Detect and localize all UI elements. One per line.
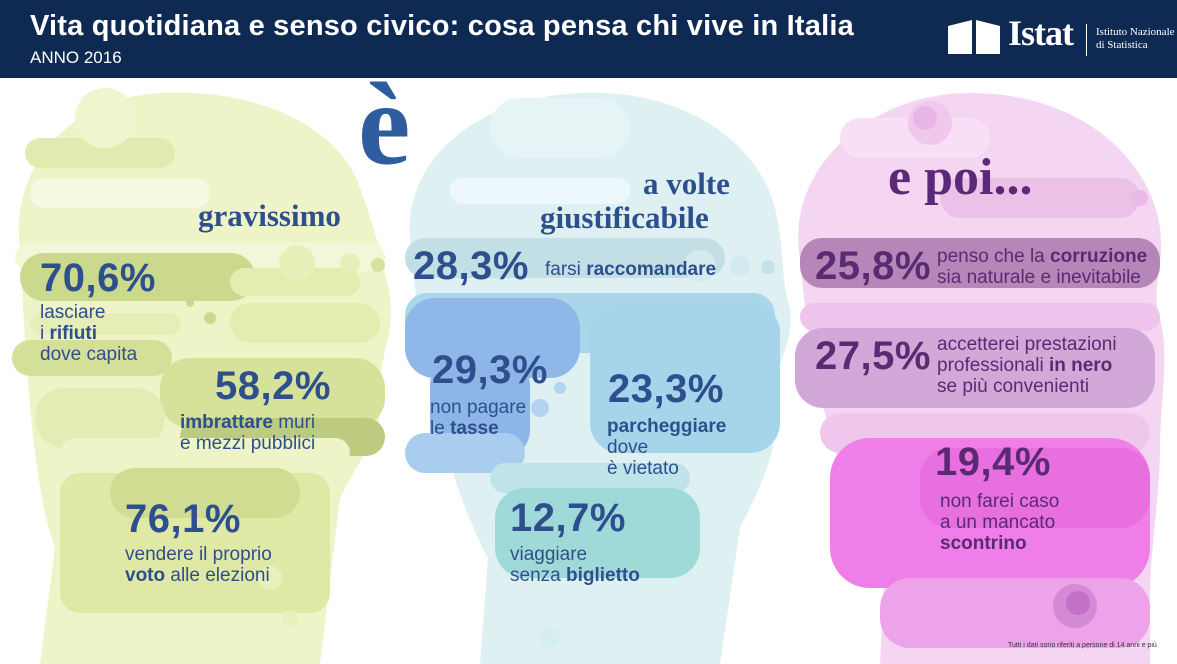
description-line: sia naturale e inevitabile (937, 267, 1147, 288)
logo-divider (1086, 24, 1087, 56)
istat-logo-icon (948, 20, 1000, 54)
emphasis-text: in nero (1048, 355, 1113, 376)
green-head-silhouette (12, 88, 391, 664)
stat-value: 27,5% (815, 334, 931, 378)
description-line: viaggiare (510, 544, 640, 565)
stat-value: 23,3% (608, 367, 724, 411)
heads-illustration (12, 88, 1165, 664)
stat-description: vendere il proprio voto alle elezioni (125, 544, 272, 586)
stat-description: accetterei prestazioni professionali in n… (937, 334, 1117, 397)
header-banner: Vita quotidiana e senso civico: cosa pen… (0, 0, 1177, 78)
description-text: dove (607, 437, 649, 458)
description-text: senza (510, 565, 566, 586)
description-text: dove capita (40, 344, 138, 365)
stat-description: viaggiare senza biglietto (510, 544, 640, 586)
description-text: lasciare (40, 302, 106, 323)
description-text: penso che la (937, 246, 1051, 267)
stat-description: parcheggiare dove è vietato (607, 416, 726, 479)
stat-description: penso che la corruzione sia naturale e in… (937, 246, 1147, 288)
description-text: vendere il proprio (125, 544, 272, 565)
stat-description: imbrattare muri e mezzi pubblici (180, 412, 315, 454)
description-line: senza biglietto (510, 565, 640, 586)
emphasis-text: tasse (450, 418, 499, 439)
emphasis-text: raccomandare (586, 259, 717, 280)
emphasis-text: biglietto (565, 565, 640, 586)
description-line: lasciare (40, 302, 137, 323)
description-line: e mezzi pubblici (180, 433, 315, 454)
stat-description: farsi raccomandare (545, 259, 716, 280)
description-line: non farei caso (940, 491, 1059, 512)
heading-e-poi: e poi... (888, 149, 1033, 206)
emphasis-text: imbrattare (180, 412, 273, 433)
description-text: sia naturale e inevitabile (937, 267, 1141, 288)
description-line: voto alle elezioni (125, 565, 272, 586)
description-text: se più convenienti (937, 376, 1090, 397)
description-text: farsi (545, 259, 587, 280)
emphasis-text: rifiuti (49, 323, 98, 344)
description-text: viaggiare (510, 544, 588, 565)
description-text: non pagare (430, 397, 527, 418)
logo-subtitle: Istituto Nazionale di Statistica (1096, 26, 1175, 52)
description-text: le (430, 418, 451, 439)
description-line: a un mancato (940, 512, 1059, 533)
description-line: parcheggiare (607, 416, 726, 437)
purple-head-silhouette (795, 93, 1165, 664)
description-line: accetterei prestazioni (937, 334, 1117, 355)
description-line: scontrino (940, 533, 1059, 554)
emphasis-text: parcheggiare (607, 416, 727, 437)
heading-gravissimo: gravissimo (198, 198, 341, 233)
description-line: dove capita (40, 344, 137, 365)
blue-head-silhouette (405, 92, 791, 664)
page-subtitle: ANNO 2016 (30, 48, 122, 67)
stat-value: 70,6% (40, 256, 156, 300)
stat-description: lasciare i rifiuti dove capita (40, 302, 137, 365)
stat-value: 28,3% (413, 244, 529, 288)
description-line: se più convenienti (937, 376, 1117, 397)
description-text: non farei caso (940, 491, 1060, 512)
description-line: vendere il proprio (125, 544, 272, 565)
description-line: i rifiuti (40, 323, 137, 344)
description-text: muri (272, 412, 316, 433)
stat-value: 76,1% (125, 497, 241, 541)
logo-subtitle-line1: Istituto Nazionale (1096, 26, 1175, 38)
description-line: professionali in nero (937, 355, 1117, 376)
description-line: imbrattare muri (180, 412, 315, 433)
stat-value: 29,3% (432, 348, 548, 392)
description-line: farsi raccomandare (545, 259, 716, 280)
description-line: le tasse (430, 418, 526, 439)
heading-giustificabile: giustificabile (540, 200, 709, 235)
description-text: è vietato (607, 458, 679, 479)
stat-value: 19,4% (935, 440, 1051, 484)
emphasis-text: voto (125, 565, 166, 586)
stat-description: non farei caso a un mancato scontrino (940, 491, 1059, 554)
description-text: i (40, 323, 50, 344)
description-line: dove (607, 437, 726, 458)
logo-wordmark: Istat (1008, 13, 1074, 53)
logo-subtitle-line2: di Statistica (1096, 39, 1148, 51)
description-text: accetterei prestazioni (937, 334, 1117, 355)
stat-description: non pagare le tasse (430, 397, 526, 439)
description-text: a un mancato (940, 512, 1056, 533)
description-line: è vietato (607, 458, 726, 479)
description-text: professionali (937, 355, 1049, 376)
description-line: non pagare (430, 397, 526, 418)
description-line: penso che la corruzione (937, 246, 1147, 267)
description-text: alle elezioni (165, 565, 270, 586)
stat-value: 58,2% (215, 364, 331, 408)
page-title: Vita quotidiana e senso civico: cosa pen… (30, 10, 854, 42)
description-text: e mezzi pubblici (180, 433, 316, 454)
emphasis-text: corruzione (1050, 246, 1148, 267)
stat-value: 25,8% (815, 244, 931, 288)
big-accent-e: è (358, 58, 411, 189)
stat-value: 12,7% (510, 496, 626, 540)
footnote: Tutti i dati sono riferiti a persone di … (1008, 642, 1157, 649)
heading-a-volte: a volte (643, 166, 730, 201)
emphasis-text: scontrino (940, 533, 1027, 554)
